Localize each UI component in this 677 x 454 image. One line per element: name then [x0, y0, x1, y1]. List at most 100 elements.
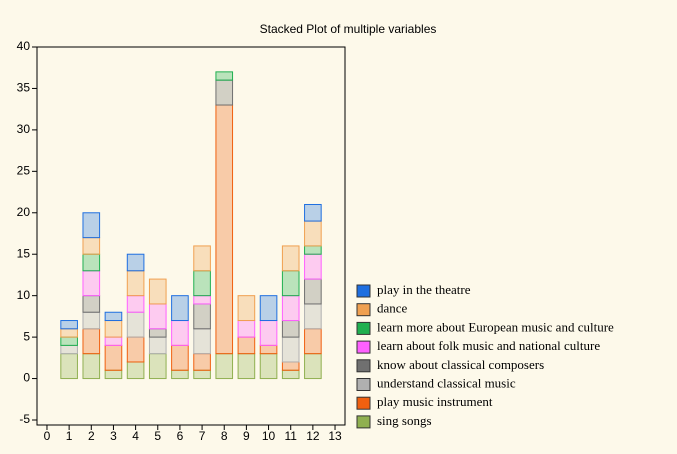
bar-segment [281, 369, 300, 380]
y-tick-label: 15 [17, 246, 31, 260]
y-tick-label: 25 [17, 164, 31, 178]
bar-segment [126, 336, 145, 363]
bar-segment [304, 353, 322, 380]
x-tick-label: 5 [154, 429, 161, 443]
legend-swatch [356, 321, 371, 335]
bar-segment [304, 253, 322, 280]
bar-segment [237, 320, 256, 338]
bar-segment [215, 79, 234, 106]
bar-segment [82, 253, 101, 272]
bar-segment [259, 295, 278, 322]
bar-segment [171, 344, 189, 371]
legend-swatch [356, 396, 371, 410]
x-tick-label: 1 [66, 429, 73, 443]
bar-segment [193, 353, 211, 371]
x-tick-label: 2 [88, 429, 95, 443]
bar-segment [126, 253, 145, 272]
bar-segment [281, 270, 300, 297]
bar-segment [304, 278, 322, 305]
bar-segment [281, 320, 300, 338]
bar-segment [126, 311, 145, 338]
bar-segment [60, 353, 78, 380]
y-tick-label: 20 [17, 205, 31, 219]
bar-segment [82, 295, 101, 313]
legend-swatch [356, 359, 371, 373]
bar-segment [126, 295, 145, 313]
bar-segment [215, 353, 234, 380]
bar-segment [171, 320, 189, 346]
x-tick-label: 11 [284, 429, 297, 443]
y-tick-label: 5 [23, 329, 30, 343]
x-tick-label: 6 [177, 429, 184, 443]
bar-segment [281, 361, 300, 371]
bar-segment [193, 328, 211, 355]
bar-segment [281, 245, 300, 272]
bar-segment [171, 295, 189, 322]
x-tick-label: 8 [221, 429, 228, 443]
legend-swatch [356, 340, 371, 354]
bar-segment [304, 328, 322, 355]
chart-title: Stacked Plot of multiple variables [260, 22, 437, 36]
bar-segment [259, 344, 278, 355]
bar-segment [148, 336, 167, 355]
legend-swatch [356, 415, 371, 429]
bar-segment [104, 336, 123, 346]
bar-segment [148, 278, 167, 305]
x-tick-label: 3 [110, 429, 117, 443]
bar-segment [237, 353, 256, 380]
bar-segment [171, 369, 189, 380]
bar-segment [193, 295, 211, 305]
x-tick-label: 7 [199, 429, 206, 443]
y-tick-label: 35 [17, 81, 31, 95]
legend-label: play music instrument [377, 394, 493, 409]
y-tick-label: 30 [17, 122, 31, 136]
bar-segment [281, 336, 300, 363]
bar-segment [82, 328, 101, 355]
bar-segment [193, 369, 211, 380]
bar-segment [104, 320, 123, 338]
bar-segment [304, 203, 322, 222]
legend-swatch [356, 284, 371, 298]
y-tick-label: -5 [19, 412, 30, 426]
x-tick-label: 13 [328, 429, 342, 443]
bar-segment [148, 353, 167, 380]
bar-segment [60, 328, 78, 338]
legend-swatch [356, 378, 371, 391]
bar-segment [82, 270, 101, 297]
bar-segment [259, 320, 278, 346]
legend-swatch [356, 303, 371, 317]
bar-segment [104, 369, 123, 380]
legend-label: play in the theatre [377, 282, 471, 297]
bar-segment [237, 295, 256, 322]
bar-segment [148, 303, 167, 330]
legend-label: know about classical composers [377, 357, 544, 372]
x-tick-label: 0 [44, 429, 51, 443]
x-tick-label: 12 [306, 429, 320, 443]
y-tick-label: 0 [23, 371, 30, 385]
bar-segment [237, 336, 256, 355]
bar-segment [60, 344, 78, 355]
x-tick-label: 4 [132, 429, 139, 443]
bar-segment [126, 361, 145, 380]
bar-segment [104, 311, 123, 322]
bar-segment [304, 220, 322, 247]
y-tick-label: 40 [17, 39, 31, 53]
bar-segment [281, 295, 300, 322]
x-tick-label: 10 [262, 429, 276, 443]
bar-segment [82, 237, 101, 255]
bar-segment [82, 212, 101, 239]
bar-segment [304, 245, 322, 255]
bar-segment [215, 71, 234, 81]
y-tick-label: 10 [17, 288, 31, 302]
bar-segment [193, 303, 211, 330]
legend-label: learn more about European music and cult… [377, 319, 614, 334]
legend-label: sing songs [377, 413, 432, 428]
bar-segment [259, 353, 278, 380]
bar-segment [60, 336, 78, 346]
bar-segment [104, 344, 123, 371]
bar-segment [82, 353, 101, 380]
legend-label: learn about folk music and national cult… [377, 338, 600, 353]
bar-segment [193, 270, 211, 297]
x-tick-label: 9 [243, 429, 250, 443]
